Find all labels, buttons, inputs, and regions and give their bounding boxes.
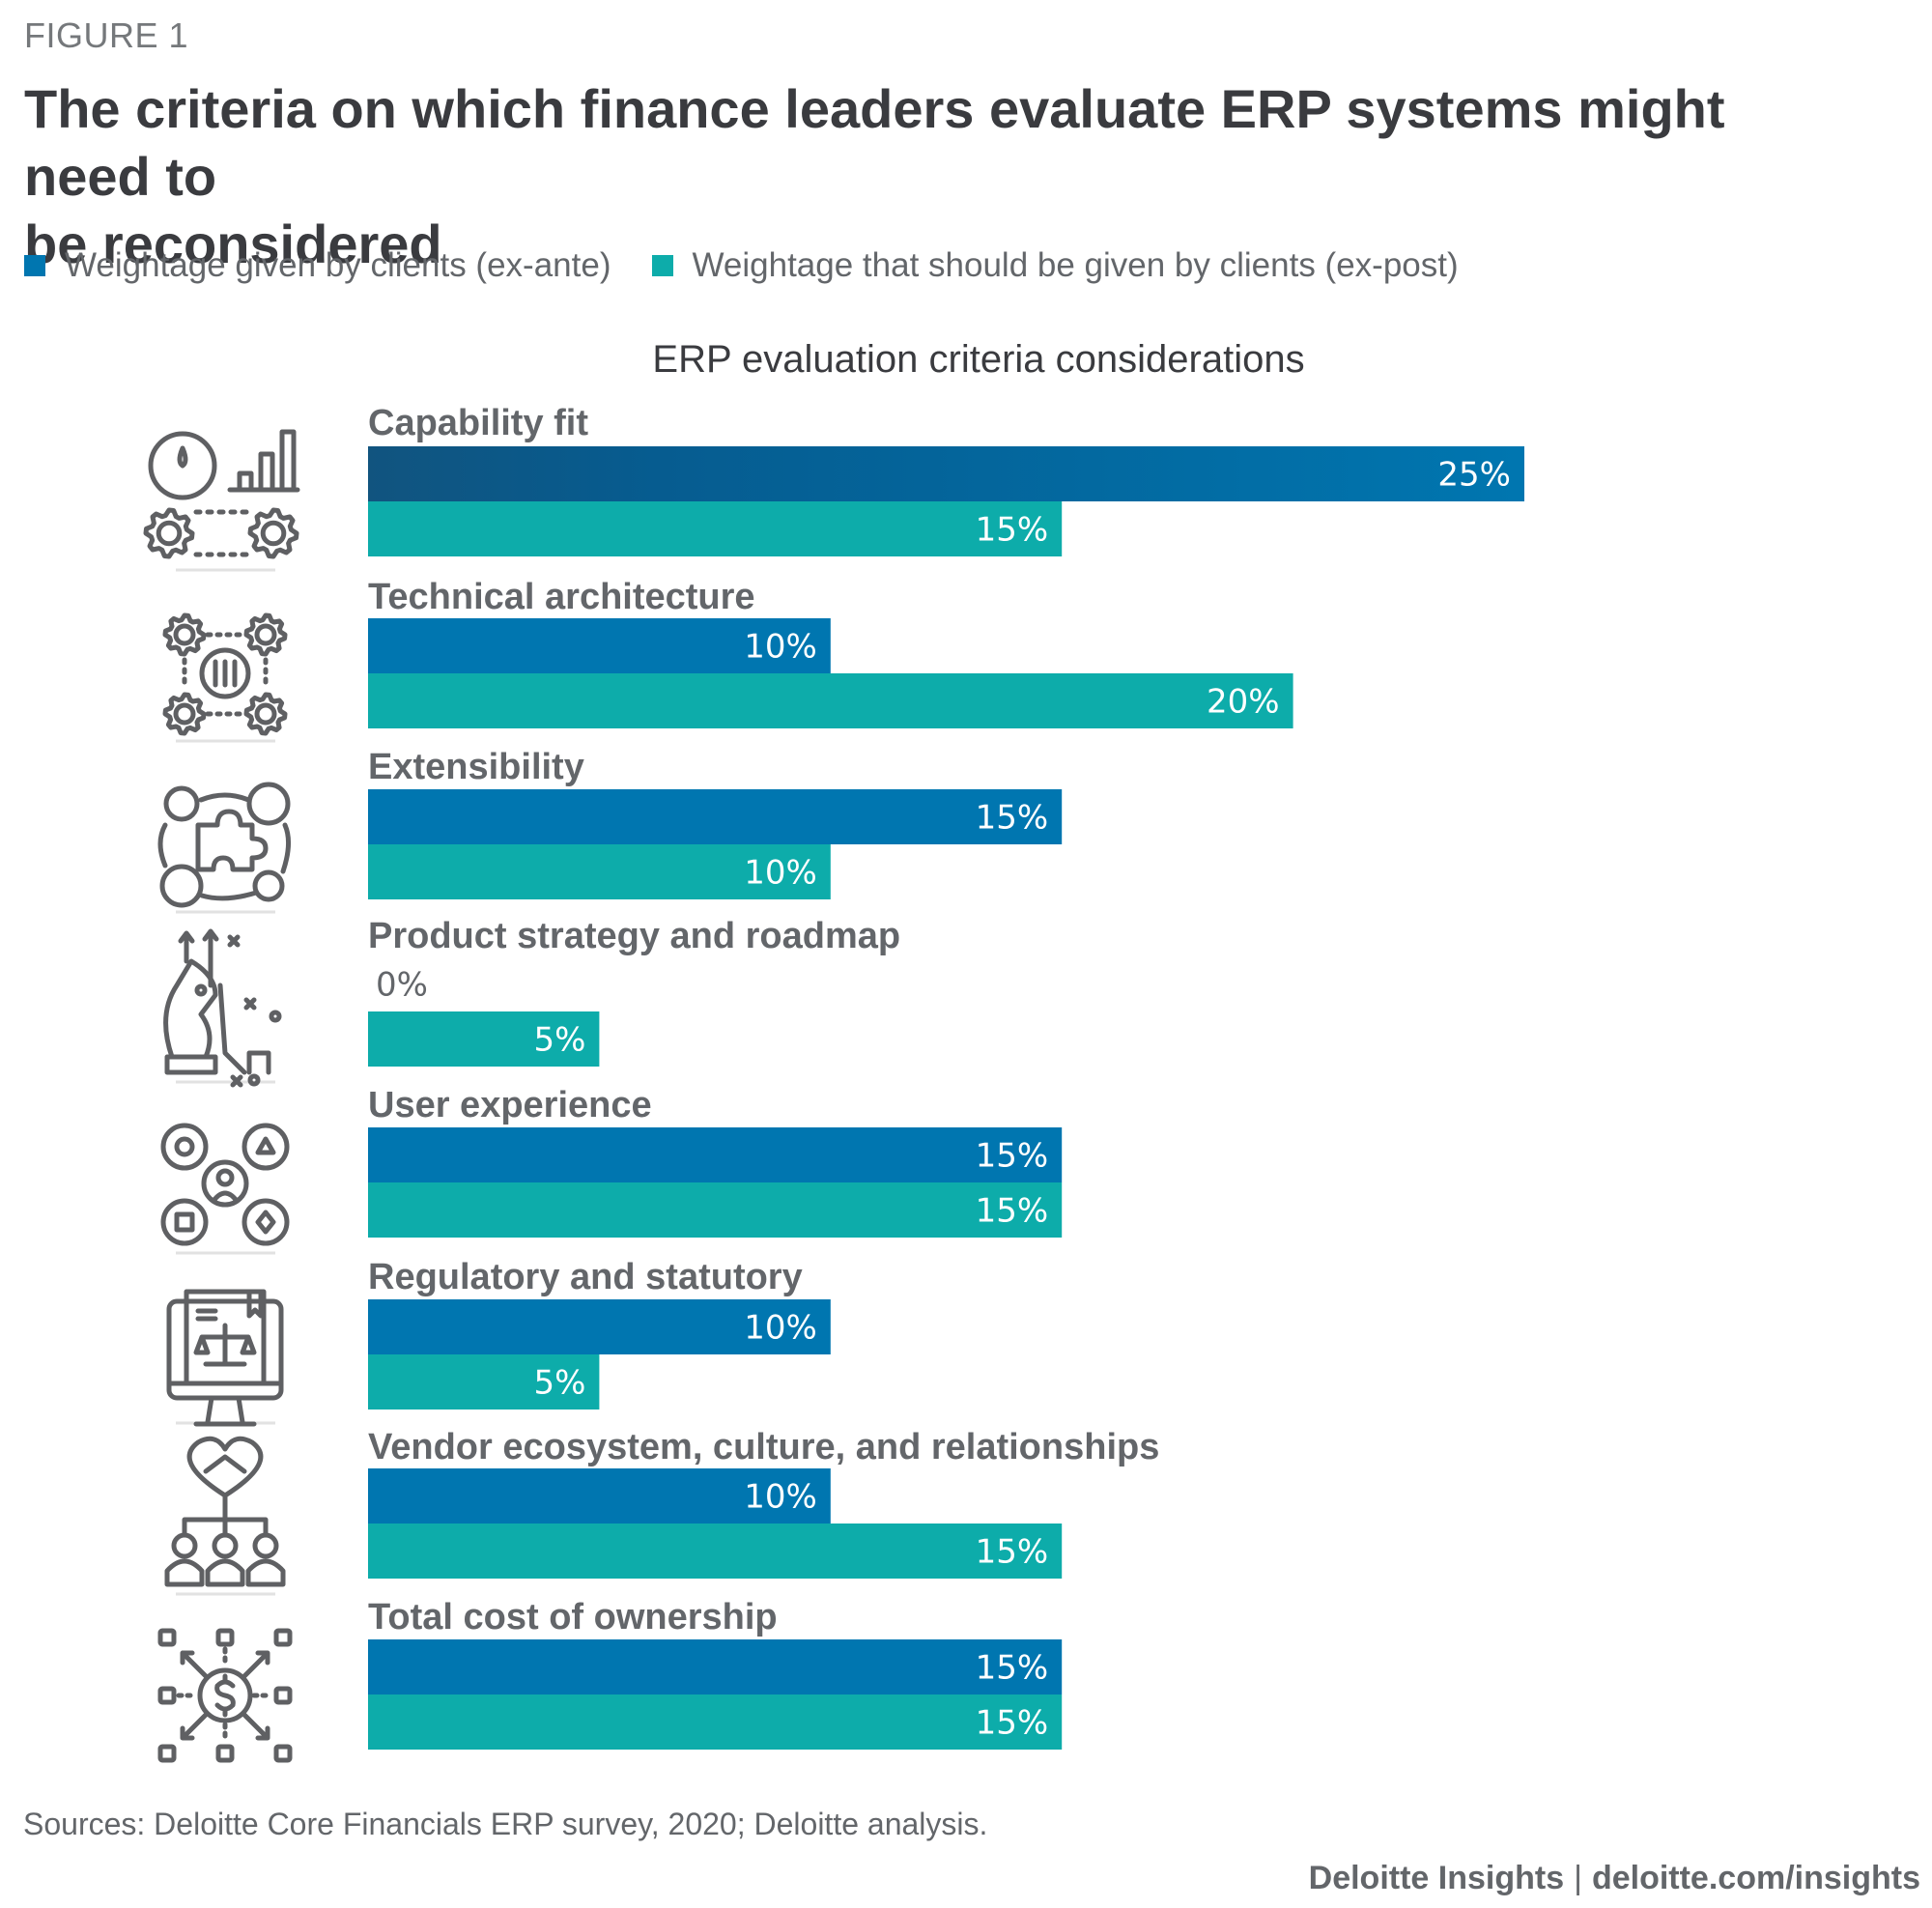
data-label: 10% — [744, 1309, 817, 1348]
chart-title: ERP evaluation criteria considerations — [0, 338, 1932, 382]
puzzle-network-icon — [157, 782, 291, 908]
bar-ex-post — [368, 844, 831, 899]
bar-ex-ante — [368, 789, 1063, 844]
bar-ex-ante — [368, 1639, 1063, 1694]
source-note: Sources: Deloitte Core Financials ERP su… — [23, 1807, 988, 1841]
legend-swatch-ex-post — [651, 255, 673, 276]
bar-ex-ante — [368, 1127, 1063, 1182]
data-label: 15% — [976, 1704, 1049, 1743]
data-label: 5% — [533, 1021, 585, 1060]
bar-ex-post — [368, 501, 1063, 556]
category-label: Capability fit — [368, 403, 588, 443]
row-dividers — [176, 568, 275, 1596]
category-label: User experience — [368, 1085, 652, 1125]
data-label: 15% — [976, 511, 1049, 550]
bar-ex-post — [368, 673, 1293, 728]
data-label: 15% — [976, 1533, 1049, 1572]
legend-label-ex-post: Weightage that should be given by client… — [692, 246, 1459, 284]
title-line-2: be reconsidered — [24, 214, 442, 274]
legend-item-ex-ante: Weightage given by clients (ex-ante) — [24, 246, 611, 285]
category-label: Technical architecture — [368, 577, 755, 617]
data-label: 5% — [533, 1364, 585, 1403]
title-line-1: The criteria on which finance leaders ev… — [24, 78, 1725, 207]
chart-title-text: ERP evaluation criteria considerations — [652, 338, 1305, 381]
data-label: 15% — [976, 1137, 1049, 1176]
footer-separator: | — [1574, 1860, 1582, 1896]
handshake-heart-team-icon — [164, 1436, 286, 1587]
bar-ex-post — [368, 1354, 600, 1410]
legend: Weightage given by clients (ex-ante) Wei… — [24, 246, 1499, 285]
category-label: Vendor ecosystem, culture, and relations… — [368, 1427, 1159, 1467]
legend-item-ex-post: Weightage that should be given by client… — [651, 246, 1459, 285]
chart-main-title: The criteria on which finance leaders ev… — [24, 75, 1763, 278]
data-label: 25% — [1437, 456, 1511, 495]
legend-label-ex-ante: Weightage given by clients (ex-ante) — [65, 246, 611, 284]
bar-ex-post — [368, 1524, 1063, 1579]
category-icons — [143, 429, 300, 1763]
bar-ex-post — [368, 1694, 1063, 1750]
bar-ex-post — [368, 1182, 1063, 1238]
category-label: Regulatory and statutory — [368, 1257, 803, 1297]
user-options-icon — [160, 1123, 290, 1246]
bar-ex-ante — [368, 1468, 831, 1524]
data-label: 20% — [1207, 683, 1280, 722]
footer-brand: Deloitte Insights — [1308, 1860, 1565, 1896]
bar-ex-ante — [368, 446, 1524, 501]
data-label: 15% — [976, 799, 1049, 838]
dollar-distribution-icon — [157, 1628, 293, 1763]
gears-network-sliders-icon — [162, 612, 288, 736]
gauge-chart-gears-icon — [143, 429, 300, 559]
data-label: 15% — [976, 1192, 1049, 1231]
footer: Deloitte Insights | deloitte.com/insights — [1309, 1860, 1920, 1897]
category-label: Product strategy and roadmap — [368, 916, 900, 956]
data-label: 0% — [376, 966, 428, 1005]
category-label: Total cost of ownership — [368, 1597, 778, 1637]
category-label: Extensibility — [368, 747, 584, 787]
legend-swatch-ex-ante — [24, 255, 45, 276]
monitor-law-scale-icon — [166, 1289, 284, 1427]
data-label: 10% — [744, 628, 817, 667]
footer-url[interactable]: deloitte.com/insights — [1591, 1860, 1920, 1896]
data-label: 15% — [976, 1649, 1049, 1688]
figure-label: FIGURE 1 — [24, 15, 189, 55]
bar-ex-ante — [368, 618, 831, 673]
bars — [368, 446, 1524, 1750]
bar-ex-post — [368, 1011, 600, 1067]
labels: Capability fit 25% 15% Technical architectu… — [368, 403, 1511, 1743]
bar-ex-ante — [368, 1299, 831, 1354]
data-label: 10% — [744, 854, 817, 893]
chess-knight-strategy-icon — [163, 928, 282, 1088]
data-label: 10% — [744, 1478, 817, 1517]
